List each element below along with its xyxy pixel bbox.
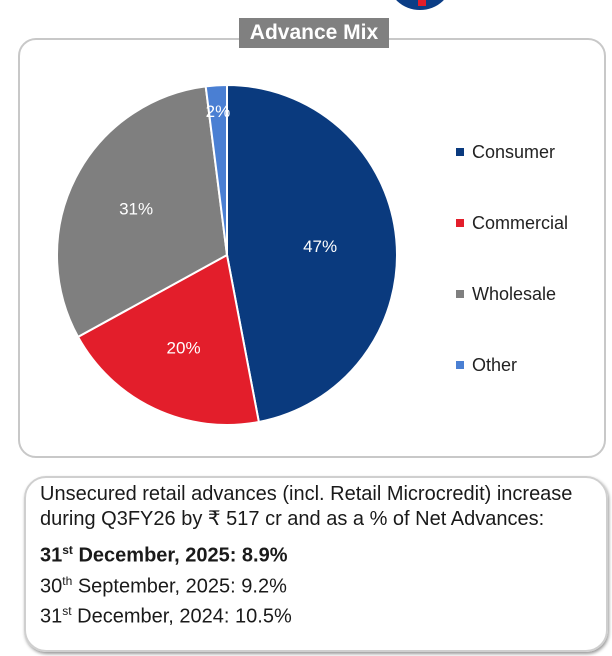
pie-slice-consumer bbox=[226, 83, 399, 424]
data-label: 20% bbox=[167, 338, 201, 357]
legend-item: Wholesale bbox=[456, 282, 568, 306]
legend-swatch bbox=[456, 148, 464, 156]
legend-label: Other bbox=[472, 354, 518, 375]
legend-item: Consumer bbox=[456, 140, 568, 164]
legend-swatch bbox=[456, 361, 464, 369]
data-label: 31% bbox=[119, 200, 153, 219]
bank-logo bbox=[388, 0, 452, 10]
legend-label: Commercial bbox=[472, 212, 569, 233]
legend-item: Commercial bbox=[456, 211, 568, 235]
note-row: 31st December, 2025: 8.9% bbox=[40, 543, 288, 567]
note-row: 31st December, 2024: 10.5% bbox=[40, 604, 292, 628]
pie-slice-other bbox=[204, 83, 228, 256]
legend-label: Wholesale bbox=[472, 283, 557, 304]
note-text: Unsecured retail advances (incl. Retail … bbox=[40, 483, 573, 530]
note-row: 30th September, 2025: 9.2% bbox=[40, 573, 287, 598]
legend-swatch bbox=[456, 219, 464, 227]
data-label: 2% bbox=[206, 102, 231, 121]
chart-title: Advance Mix bbox=[239, 18, 389, 48]
legend-label: Consumer bbox=[472, 141, 556, 162]
pie-chart: 47% 20% 31% 2% bbox=[56, 83, 399, 426]
legend-swatch bbox=[456, 290, 464, 298]
unsecured-advances-note: Unsecured retail advances (incl. Retail … bbox=[24, 476, 608, 652]
pie-slice-wholesale bbox=[56, 85, 229, 339]
legend-item: Other bbox=[456, 353, 568, 377]
legend: Consumer Commercial Wholesale Other bbox=[456, 140, 568, 424]
data-label: 47% bbox=[303, 237, 337, 256]
pie-slice-commercial bbox=[76, 253, 261, 426]
